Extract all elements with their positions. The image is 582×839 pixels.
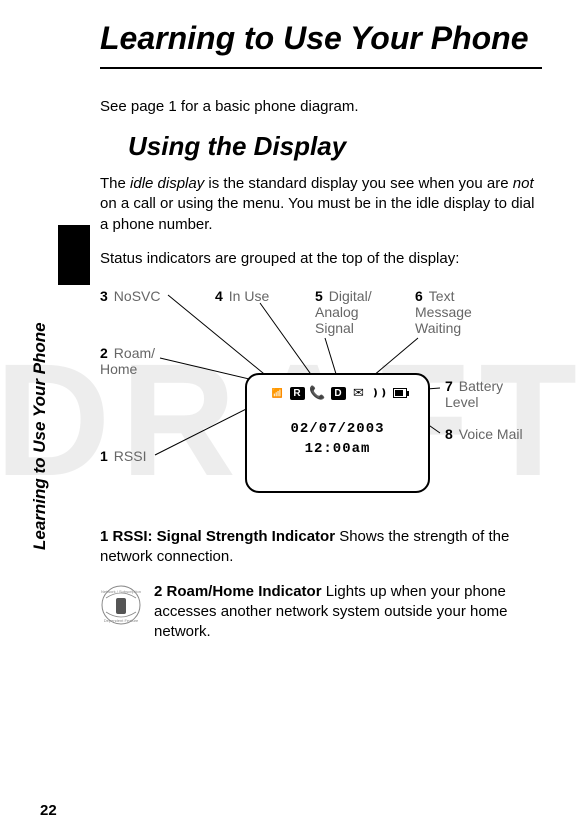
idle-display-paragraph: The idle display is the standard display… [100, 174, 542, 235]
label-6-text-msg: 6Text Message Waiting [415, 288, 472, 336]
voicemail-icon: ❫❫ [372, 385, 388, 401]
label-7-battery: 7Battery Level [445, 378, 503, 410]
title-divider [100, 67, 542, 69]
digital-icon: D [331, 387, 346, 400]
roam-icon: R [290, 387, 305, 400]
page-title: Learning to Use Your Phone [100, 20, 542, 57]
network-feature-icon: Network / Subscription Dependent Feature [100, 584, 142, 626]
signal-icon: 📶 [269, 385, 285, 401]
inuse-icon: 📞 [310, 385, 326, 401]
mail-icon: ✉ [351, 385, 367, 401]
status-bar: 📶 R 📞 D ✉ ❫❫ [247, 385, 428, 401]
intro-paragraph: See page 1 for a basic phone diagram. [100, 97, 542, 117]
display-date: 02/07/2003 [247, 421, 428, 437]
desc-rssi: 1 RSSI: Signal Strength Indicator Shows … [100, 527, 542, 568]
section-heading: Using the Display [128, 131, 542, 162]
label-3-nosvc: 3NoSVC [100, 288, 160, 304]
label-4-inuse: 4In Use [215, 288, 269, 304]
label-2-roam: 2Roam/ Home [100, 345, 155, 377]
label-1-rssi: 1RSSI [100, 448, 146, 464]
page-number: 22 [40, 802, 57, 819]
battery-icon [393, 388, 407, 398]
desc-roam: Network / Subscription Dependent Feature… [100, 582, 542, 643]
display-time: 12:00am [247, 441, 428, 457]
phone-display: 📶 R 📞 D ✉ ❫❫ 02/07/2003 12:00am [245, 373, 430, 493]
label-5-digital: 5Digital/ Analog Signal [315, 288, 372, 336]
main-content: Learning to Use Your Phone See page 1 fo… [0, 0, 582, 676]
svg-text:Network / Subscription: Network / Subscription [101, 589, 141, 594]
svg-text:Dependent Feature: Dependent Feature [104, 618, 139, 623]
status-indicator-diagram: 3NoSVC 4In Use 5Digital/ Analog Signal 6… [100, 283, 540, 513]
status-intro-paragraph: Status indicators are grouped at the top… [100, 249, 542, 269]
label-8-voicemail: 8Voice Mail [445, 426, 523, 442]
